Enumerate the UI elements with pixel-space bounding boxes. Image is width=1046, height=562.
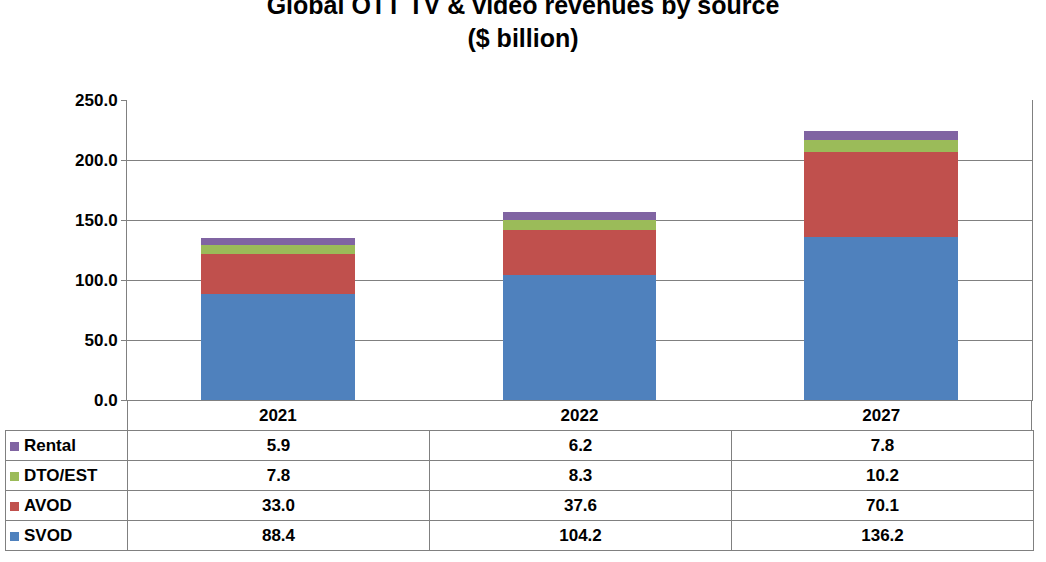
svg-text:2021: 2021: [259, 406, 297, 425]
html-text:5.9: 5.9: [266, 435, 291, 455]
html-text:8.3: 8.3: [568, 465, 593, 485]
html-text:7.8: 7.8: [266, 465, 291, 485]
svg-text:2027: 2027: [862, 406, 900, 425]
svg-text:100.0: 100.0: [75, 271, 118, 290]
html-text:104.2: 104.2: [559, 525, 602, 545]
html-text:33.0: 33.0: [262, 495, 295, 515]
svg-text:Global OTT TV & video revenues: Global OTT TV & video revenues by source…: [267, 0, 780, 52]
html-text:DTO/EST: DTO/EST: [24, 465, 98, 485]
svg-text:50.0: 50.0: [85, 331, 118, 350]
svg-text:0.0: 0.0: [94, 391, 118, 410]
svg-text:150.0: 150.0: [75, 211, 118, 230]
html-text:Rental: Rental: [24, 435, 76, 455]
svg-text:200.0: 200.0: [75, 151, 118, 170]
svg-text:250.0: 250.0: [75, 91, 118, 110]
html-text:AVOD: AVOD: [24, 495, 72, 515]
html-text:10.2: 10.2: [866, 465, 899, 485]
html-text:70.1: 70.1: [866, 495, 899, 515]
html-text:7.8: 7.8: [870, 435, 895, 455]
html-text:37.6: 37.6: [564, 495, 597, 515]
html-text:6.2: 6.2: [568, 435, 593, 455]
html-text:136.2: 136.2: [861, 525, 904, 545]
svg-text:2022: 2022: [561, 406, 599, 425]
html-text:88.4: 88.4: [262, 525, 295, 545]
html-text:SVOD: SVOD: [24, 525, 73, 545]
